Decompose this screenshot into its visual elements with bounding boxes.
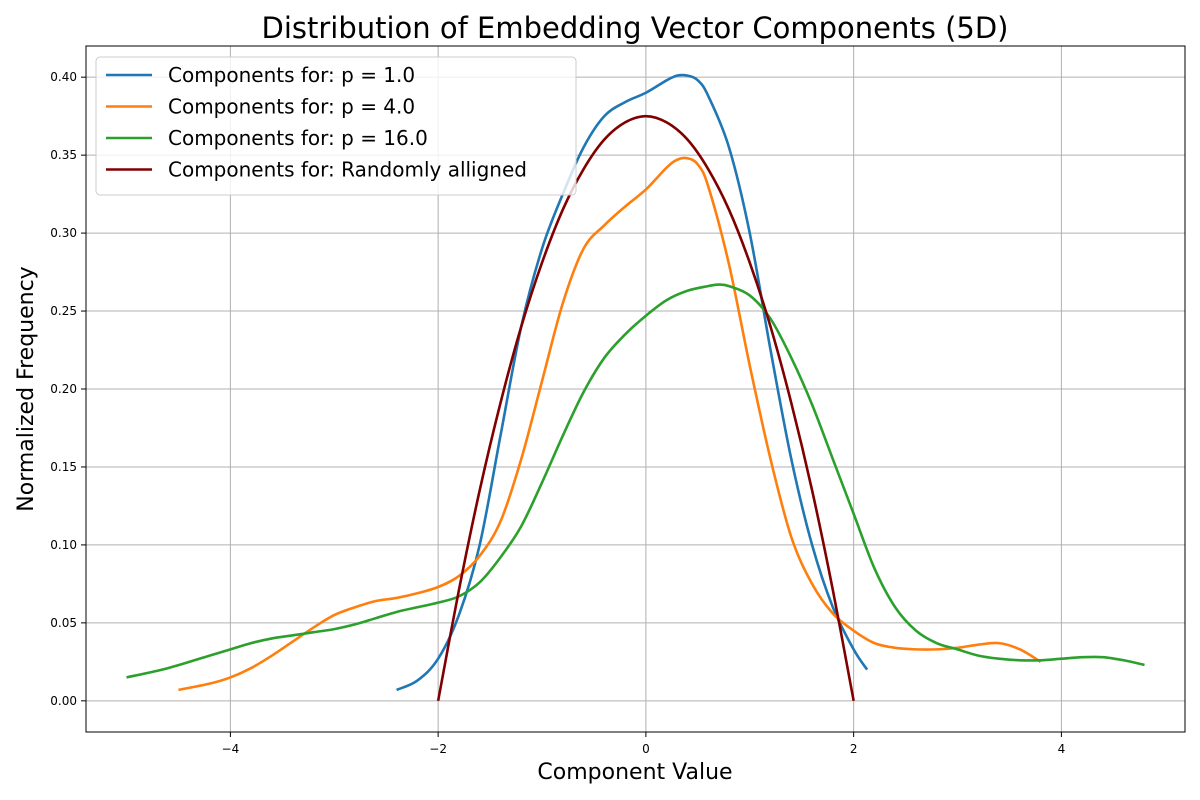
x-axis-label: Component Value [537,760,732,785]
series-line-p-1 [396,73,869,692]
legend-label: Components for: Randomly alligned [168,158,527,182]
axis-ticks: −4 −2 0 2 4 0.00 0.05 0.10 0.15 0.20 0.25 0.30 0.35 0… [50,70,1065,756]
y-tick-label: 0.25 [50,304,77,318]
legend-label: Components for: p = 1.0 [168,63,415,87]
y-tick-label: 0.35 [50,148,77,162]
y-tick-label: 0.05 [50,616,77,630]
x-tick-label: 0 [642,742,650,756]
x-tick-label: 2 [850,742,858,756]
y-tick-label: 0.15 [50,460,77,474]
series-group [126,73,1145,702]
y-tick-label: 0.10 [50,538,77,552]
legend-box [95,56,577,196]
x-tick-label: 4 [1058,742,1066,756]
legend-label: Components for: p = 16.0 [168,126,428,150]
x-tick-label: −2 [429,742,447,756]
y-tick-label: 0.20 [50,382,77,396]
grid [86,46,1185,732]
series-line-p-16 [126,283,1145,679]
x-tick-label: −4 [222,742,240,756]
series-line-randomly-aligned [436,114,855,702]
chart-title: Distribution of Embedding Vector Compone… [261,11,1008,45]
y-tick-label: 0.40 [50,70,77,84]
y-tick-label: 0.30 [50,226,77,240]
y-axis-label: Normalized Frequency [14,266,39,511]
series-line-p-4 [178,156,1042,692]
legend: Components for: p = 1.0 Components for: p… [95,56,577,196]
legend-label: Components for: p = 4.0 [168,95,415,119]
y-tick-label: 0.00 [50,694,77,708]
